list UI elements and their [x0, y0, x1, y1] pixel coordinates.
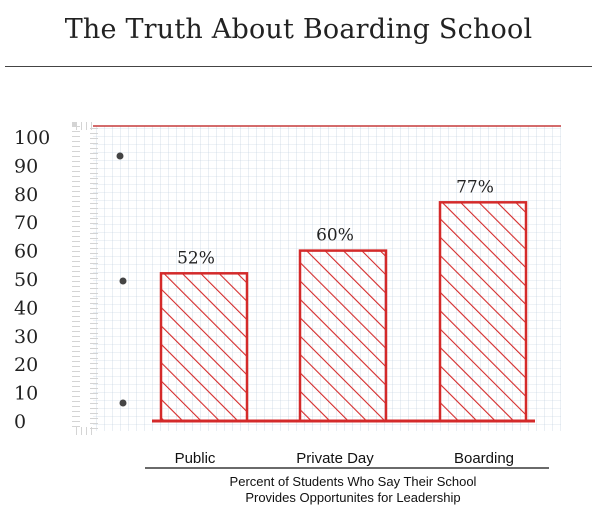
- y-tick-label: 40: [14, 297, 38, 319]
- y-tick-label: 10: [14, 383, 38, 405]
- x-axis-ticks: Public Private Day Boarding: [175, 450, 514, 467]
- y-tick-label: 20: [14, 354, 38, 376]
- y-tick-label: 70: [14, 212, 38, 234]
- binder-hole-icon: [119, 399, 127, 407]
- x-axis-title-line-2: Provides Opportunites for Leadership: [245, 490, 460, 505]
- y-tick-label: 80: [14, 184, 38, 206]
- data-label: 52%: [177, 248, 215, 268]
- chart-title: The Truth About Boarding School: [64, 14, 533, 45]
- binder-hole-icon: [116, 152, 124, 160]
- y-tick-label: 30: [14, 326, 38, 348]
- y-tick-label: 50: [14, 269, 38, 291]
- x-tick-label: Boarding: [454, 450, 514, 467]
- y-tick-label: 100: [14, 127, 50, 149]
- bar: [438, 201, 528, 423]
- bar: [298, 249, 388, 423]
- y-tick-label: 90: [14, 155, 38, 177]
- data-label: 77%: [456, 177, 494, 197]
- spiral-edge: [72, 122, 98, 435]
- y-tick-label: 60: [14, 241, 38, 263]
- bars: 52% 60% 77%: [159, 177, 528, 423]
- bar: [159, 272, 249, 423]
- x-tick-label: Public: [175, 450, 216, 467]
- title-divider: [5, 66, 592, 67]
- x-axis-title-line-1: Percent of Students Who Say Their School: [230, 474, 477, 489]
- binder-hole-icon: [119, 277, 127, 285]
- x-tick-label: Private Day: [296, 450, 374, 467]
- y-tick-label: 0: [14, 411, 26, 433]
- data-label: 60%: [316, 226, 354, 246]
